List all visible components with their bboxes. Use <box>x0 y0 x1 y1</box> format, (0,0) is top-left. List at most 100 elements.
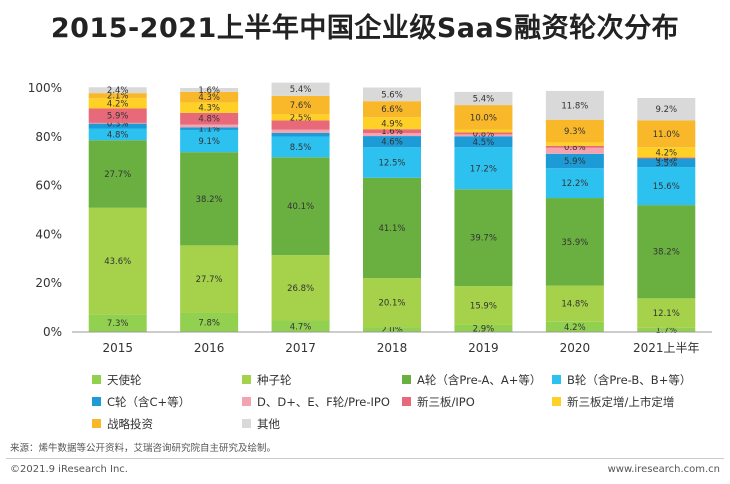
data-label: 39.7% <box>470 234 497 244</box>
bar-segment <box>454 129 513 133</box>
bar-segment <box>180 152 239 246</box>
bar-segment <box>88 108 147 123</box>
bar-segment <box>545 142 604 146</box>
bar-segment <box>637 298 696 328</box>
bar-segment <box>545 168 604 199</box>
data-label: 5.9% <box>564 157 586 167</box>
bar-segment <box>271 136 330 158</box>
data-label: 8.5% <box>290 143 312 153</box>
bars: 7.3%43.6%27.7%4.8%0.3%5.9%4.2%2.1%2.4%7.… <box>88 82 696 336</box>
bar-segment <box>180 245 239 313</box>
legend-swatch <box>92 375 101 384</box>
x-tick-label: 2019 <box>468 341 499 355</box>
y-tick-label: 80% <box>35 130 62 144</box>
bar-segment <box>271 132 330 137</box>
x-tick-label: 2016 <box>194 341 225 355</box>
bar-segment <box>454 136 513 148</box>
data-label: 4.8% <box>107 130 129 140</box>
legend-swatch <box>552 375 561 384</box>
bar-segment <box>88 93 147 99</box>
bar-segment <box>180 129 239 153</box>
legend-label: 其他 <box>257 416 280 431</box>
data-label: 4.3% <box>198 93 220 103</box>
bar-segment <box>545 198 604 286</box>
data-label: 7.6% <box>290 101 312 111</box>
bar-segment <box>363 147 421 178</box>
data-label: 4.3% <box>198 104 220 114</box>
bar-segment <box>88 123 147 129</box>
bar-segment <box>271 82 330 96</box>
data-label: 15.6% <box>653 182 680 192</box>
legend-swatch <box>402 397 411 406</box>
legend-label: 天使轮 <box>107 372 142 387</box>
legend-swatch <box>242 375 251 384</box>
bar-segment <box>454 286 513 325</box>
legend-label: 种子轮 <box>257 372 292 387</box>
footer-divider <box>6 458 724 459</box>
bar-segment <box>180 124 239 128</box>
data-label: 20.1% <box>378 299 405 309</box>
legend-item: C轮（含C+等） <box>92 394 242 409</box>
x-tick-label: 2018 <box>377 341 408 355</box>
data-label: 9.1% <box>198 137 220 147</box>
x-tick-label: 2021上半年 <box>633 341 700 355</box>
legend-label: D、D+、E、F轮/Pre-IPO <box>257 394 390 409</box>
data-label: 0.3% <box>107 119 129 129</box>
bar-segment <box>545 321 604 332</box>
bar-segment <box>271 120 330 130</box>
data-label: 4.2% <box>564 323 586 333</box>
data-label: 2.4% <box>107 86 129 96</box>
bar-segment <box>637 158 696 168</box>
y-axis: 0% 20% 40% 60% 80% 100% <box>28 81 62 339</box>
data-label: 4.7% <box>290 322 312 332</box>
legend-item: 战略投资 <box>92 416 242 431</box>
bar-segment <box>271 95 330 115</box>
bar-segment <box>271 255 330 321</box>
legend: 天使轮 种子轮 A轮（含Pre-A、A+等） B轮（含Pre-B、B+等） C轮（含C+… <box>92 372 712 431</box>
bar-segment <box>363 177 421 279</box>
data-label: 43.6% <box>104 257 131 267</box>
legend-swatch <box>92 419 101 428</box>
data-label: 1.6% <box>381 127 403 137</box>
bar-segment <box>180 127 239 130</box>
data-label: 2.0% <box>381 326 403 336</box>
bar-segment <box>454 324 513 332</box>
copyright: ©2021.9 iResearch Inc. <box>10 464 128 475</box>
legend-label: 战略投资 <box>107 416 153 431</box>
bar-segment <box>363 133 421 137</box>
data-label: 38.2% <box>653 248 680 258</box>
legend-swatch <box>92 397 101 406</box>
data-label: 1.1% <box>198 125 220 135</box>
bar-segment <box>454 134 513 137</box>
x-tick-label: 2015 <box>102 341 133 355</box>
bar-segment <box>88 314 147 332</box>
legend-swatch <box>242 419 251 428</box>
data-label: 27.7% <box>196 275 223 285</box>
bar-segment <box>637 205 696 299</box>
data-label: 2.5% <box>290 113 312 123</box>
bar-segment <box>545 153 604 169</box>
bar-segment <box>637 167 696 206</box>
bar-segment <box>363 327 421 332</box>
bar-segment <box>363 101 421 118</box>
legend-item: 新三板/IPO <box>402 394 552 409</box>
data-label: 1.6% <box>198 86 220 96</box>
bar-segment <box>637 98 696 121</box>
bar-segment <box>454 147 513 190</box>
bar-segment <box>180 91 239 103</box>
bar-segment <box>88 122 147 124</box>
data-label: 11.8% <box>561 101 588 111</box>
bar-segment <box>180 102 239 113</box>
legend-item: 新三板定增/上市定增 <box>552 394 712 409</box>
y-tick-label: 0% <box>43 325 62 339</box>
data-label: 12.5% <box>378 159 405 169</box>
legend-label: 新三板/IPO <box>417 394 475 409</box>
y-tick-label: 60% <box>35 179 62 193</box>
y-tick-label: 20% <box>35 276 62 290</box>
data-label: 0.8% <box>564 143 586 153</box>
data-label: 3.5% <box>655 159 677 169</box>
data-label: 12.1% <box>653 309 680 319</box>
data-label: 0.4% <box>655 154 677 164</box>
data-label: 4.6% <box>381 138 403 148</box>
data-label: 2.9% <box>473 324 495 334</box>
